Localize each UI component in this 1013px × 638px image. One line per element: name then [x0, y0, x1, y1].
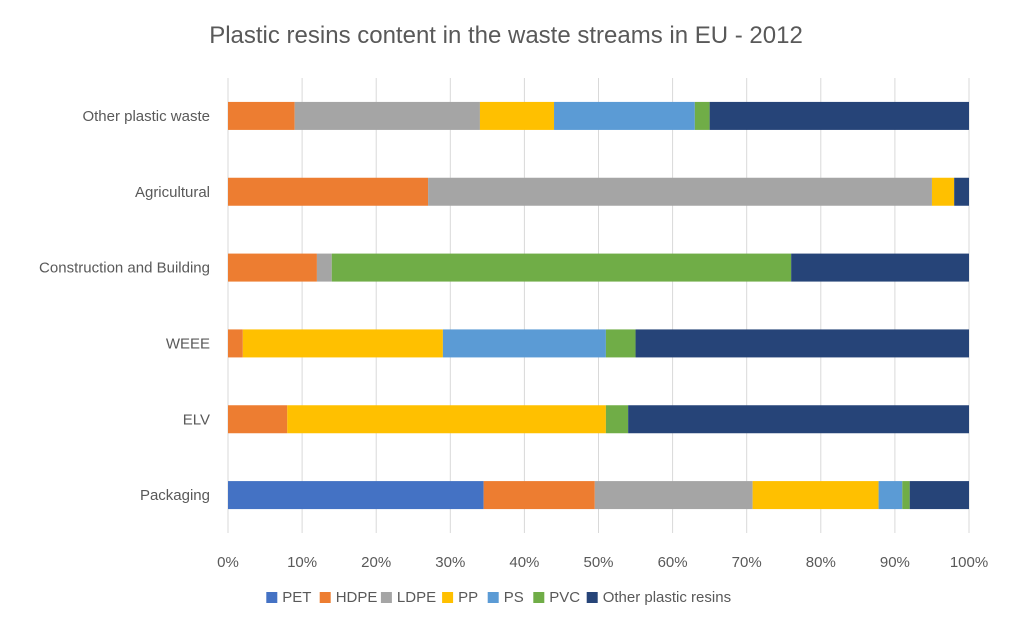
bar-segment-other-plastic-resins: [628, 405, 969, 434]
x-tick-label: 80%: [806, 554, 836, 571]
bar-segment-pp: [242, 329, 443, 358]
bar-segment-hdpe: [228, 405, 288, 434]
legend-swatch: [319, 592, 331, 603]
x-tick-label: 50%: [583, 554, 613, 571]
bars: [228, 101, 969, 510]
legend-swatch: [533, 592, 545, 603]
bar-segment-hdpe: [228, 329, 243, 358]
bar-segment-pvc: [694, 101, 710, 130]
x-tick-label: 0%: [217, 554, 239, 571]
bar-segment-hdpe: [228, 101, 295, 130]
bar-segment-hdpe: [228, 253, 317, 282]
bar-segment-pvc: [605, 405, 629, 434]
legend-swatch: [487, 592, 499, 603]
category-label: Other plastic waste: [82, 108, 210, 125]
category-label: WEEE: [166, 335, 210, 352]
bar-segment-other-plastic-resins: [791, 253, 969, 282]
category-label: ELV: [183, 411, 210, 428]
bar-segment-ps: [442, 329, 606, 358]
category-label: Packaging: [140, 487, 210, 504]
x-tick-label: 30%: [435, 554, 465, 571]
legend-swatch: [266, 592, 278, 603]
legend-label: PET: [282, 589, 311, 606]
bar-segment-pp: [287, 405, 606, 434]
x-tick-label: 60%: [658, 554, 688, 571]
bar-segment-pp: [752, 481, 879, 510]
legend-label: LDPE: [397, 589, 436, 606]
legend-swatch: [380, 592, 392, 603]
bar-segment-pvc: [902, 481, 910, 510]
legend-label: HDPE: [336, 589, 378, 606]
bar-segment-ldpe: [316, 253, 332, 282]
legend-label: PP: [458, 589, 478, 606]
bar-segment-other-plastic-resins: [954, 177, 969, 206]
legend-label: PVC: [549, 589, 580, 606]
bar-segment-ldpe: [428, 177, 932, 206]
x-tick-label: 70%: [732, 554, 762, 571]
legend-label: PS: [504, 589, 524, 606]
bar-segment-ldpe: [294, 101, 480, 130]
bar-segment-ps: [878, 481, 903, 510]
x-tick-label: 20%: [361, 554, 391, 571]
x-tick-label: 100%: [950, 554, 988, 571]
category-label: Construction and Building: [39, 260, 210, 277]
bar-segment-ldpe: [594, 481, 753, 510]
category-label: Agricultural: [135, 184, 210, 201]
bar-segment-pp: [479, 101, 555, 130]
bar-segment-hdpe: [228, 177, 429, 206]
gridlines: [227, 78, 970, 533]
bar-segment-other-plastic-resins: [909, 481, 969, 510]
x-tick-label: 90%: [880, 554, 910, 571]
legend-swatch: [586, 592, 598, 603]
bar-segment-hdpe: [483, 481, 595, 510]
value-axis-labels: 0% 10% 20% 30% 40% 50% 60% 70% 80% 90% 100%: [217, 554, 988, 571]
bar-segment-ps: [554, 101, 695, 130]
bar-segment-pvc: [331, 253, 792, 282]
x-tick-label: 40%: [509, 554, 539, 571]
x-tick-label: 10%: [287, 554, 317, 571]
category-axis-labels: Packaging ELV WEEE Construction and Buildin…: [39, 108, 210, 504]
chart-title: Plastic resins content in the waste stre…: [209, 22, 803, 49]
bar-segment-pet: [228, 481, 484, 510]
legend-swatch: [442, 592, 454, 603]
legend: PET HDPE LDPE PP PS PVC Other plastic resins: [266, 589, 731, 606]
bar-segment-other-plastic-resins: [635, 329, 969, 358]
legend-label: Other plastic resins: [603, 589, 731, 606]
bar-segment-pp: [931, 177, 955, 206]
bar-segment-pvc: [605, 329, 636, 358]
bar-segment-other-plastic-resins: [709, 101, 969, 130]
